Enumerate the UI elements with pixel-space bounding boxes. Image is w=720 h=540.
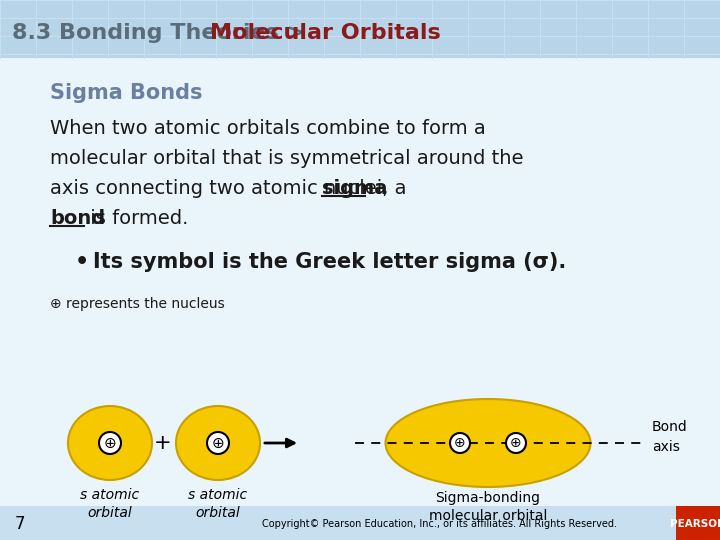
Text: is formed.: is formed. [84,208,189,227]
Text: ⊕: ⊕ [104,435,117,450]
Ellipse shape [68,406,152,480]
Text: axis connecting two atomic nuclei, a: axis connecting two atomic nuclei, a [50,179,413,198]
Text: •: • [75,252,89,272]
Text: ⊕ represents the nucleus: ⊕ represents the nucleus [50,297,225,311]
Text: 7: 7 [15,515,25,533]
Bar [0,0,720,58]
Text: s atomic
orbital: s atomic orbital [81,488,140,521]
Text: When two atomic orbitals combine to form a: When two atomic orbitals combine to form… [50,118,486,138]
Text: Sigma Bonds: Sigma Bonds [50,83,202,103]
Circle shape [450,433,470,453]
Circle shape [99,432,121,454]
Bar [0,506,720,540]
Text: Molecular Orbitals: Molecular Orbitals [210,23,441,43]
Text: sigma: sigma [322,179,387,198]
Bar [676,506,720,540]
Text: Sigma-bonding
molecular orbital: Sigma-bonding molecular orbital [429,491,547,523]
Text: ⊕: ⊕ [510,436,522,450]
Circle shape [207,432,229,454]
Circle shape [506,433,526,453]
Text: +: + [154,433,172,453]
Text: ⊕: ⊕ [454,436,466,450]
Text: Its symbol is the Greek letter sigma (σ).: Its symbol is the Greek letter sigma (σ)… [93,252,566,272]
Text: bond: bond [50,208,105,227]
Text: PEARSON: PEARSON [670,519,720,529]
Text: s atomic
orbital: s atomic orbital [189,488,248,521]
Text: molecular orbital that is symmetrical around the: molecular orbital that is symmetrical ar… [50,148,523,167]
Ellipse shape [176,406,260,480]
Text: Bond
axis: Bond axis [652,420,688,454]
Text: ⊕: ⊕ [212,435,225,450]
Ellipse shape [385,399,590,487]
Text: Copyright© Pearson Education, Inc., or its affiliates. All Rights Reserved.: Copyright© Pearson Education, Inc., or i… [263,519,618,529]
Text: 8.3 Bonding Theories >: 8.3 Bonding Theories > [12,23,313,43]
